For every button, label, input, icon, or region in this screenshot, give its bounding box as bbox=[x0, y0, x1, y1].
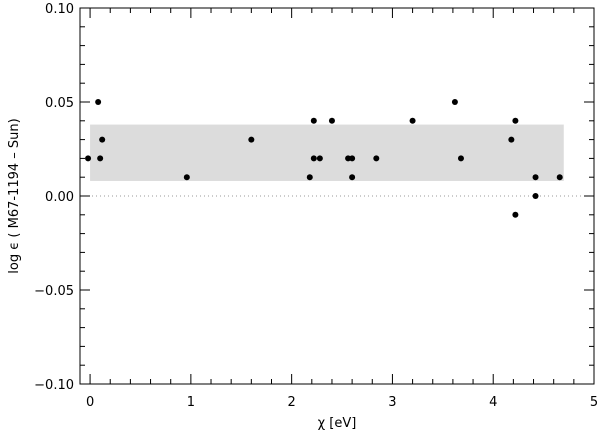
data-point bbox=[95, 99, 102, 105]
x-tick-label: 4 bbox=[489, 395, 497, 410]
scatter-band bbox=[90, 124, 564, 181]
x-tick-label: 0 bbox=[86, 395, 94, 410]
data-point bbox=[451, 99, 458, 105]
data-point bbox=[373, 155, 380, 162]
y-tick-label: 0.05 bbox=[45, 96, 74, 111]
data-point bbox=[508, 136, 515, 143]
data-point bbox=[183, 174, 190, 181]
data-point bbox=[85, 155, 92, 162]
data-point bbox=[310, 117, 317, 124]
data-point bbox=[349, 155, 356, 162]
data-point bbox=[97, 155, 104, 162]
x-tick-label: 2 bbox=[288, 395, 296, 410]
data-point bbox=[532, 174, 539, 181]
data-point bbox=[99, 136, 106, 143]
x-tick-label: 3 bbox=[388, 395, 396, 410]
data-point bbox=[457, 155, 464, 162]
y-tick-label: 0.00 bbox=[45, 190, 74, 205]
data-point bbox=[349, 174, 356, 181]
data-point bbox=[512, 211, 519, 218]
data-point bbox=[532, 193, 539, 199]
data-point bbox=[310, 155, 317, 162]
y-tick-label: −0.05 bbox=[34, 284, 74, 299]
data-point bbox=[512, 117, 519, 124]
y-tick-label: 0.10 bbox=[45, 2, 74, 17]
data-point bbox=[316, 155, 323, 162]
y-tick-label: −0.10 bbox=[34, 378, 74, 393]
y-axis-title: log ϵ ( M67-1194 – Sun) bbox=[7, 118, 22, 273]
data-point bbox=[248, 136, 255, 143]
data-point bbox=[409, 117, 416, 124]
x-axis-title: χ [eV] bbox=[318, 416, 357, 431]
x-tick-label: 1 bbox=[187, 395, 195, 410]
plot-area: 0 1 2 3 4 5 0.10 0.05 0.00 −0.05 −0.10 bbox=[34, 2, 598, 410]
data-point bbox=[556, 174, 563, 181]
x-tick-label: 5 bbox=[590, 395, 598, 410]
data-point bbox=[306, 174, 313, 181]
data-point bbox=[328, 117, 335, 124]
